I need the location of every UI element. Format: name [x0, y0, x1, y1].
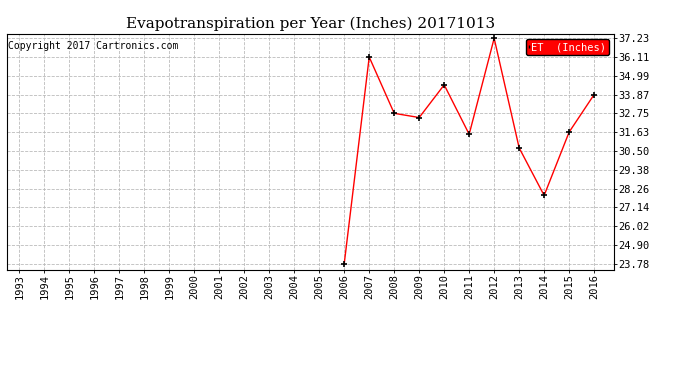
Legend: ET  (Inches): ET (Inches) — [526, 39, 609, 55]
Title: Evapotranspiration per Year (Inches) 20171013: Evapotranspiration per Year (Inches) 201… — [126, 17, 495, 31]
Text: Copyright 2017 Cartronics.com: Copyright 2017 Cartronics.com — [8, 41, 179, 51]
